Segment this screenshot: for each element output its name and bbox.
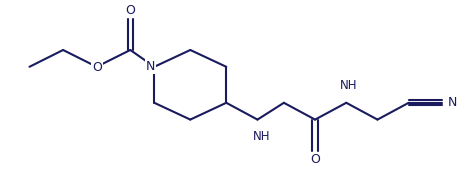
Text: N: N	[146, 60, 155, 73]
Text: NH: NH	[252, 130, 269, 143]
Text: O: O	[309, 153, 319, 166]
Text: O: O	[125, 4, 135, 17]
Text: NH: NH	[339, 79, 357, 92]
Text: N: N	[447, 96, 456, 109]
Text: O: O	[91, 61, 101, 74]
